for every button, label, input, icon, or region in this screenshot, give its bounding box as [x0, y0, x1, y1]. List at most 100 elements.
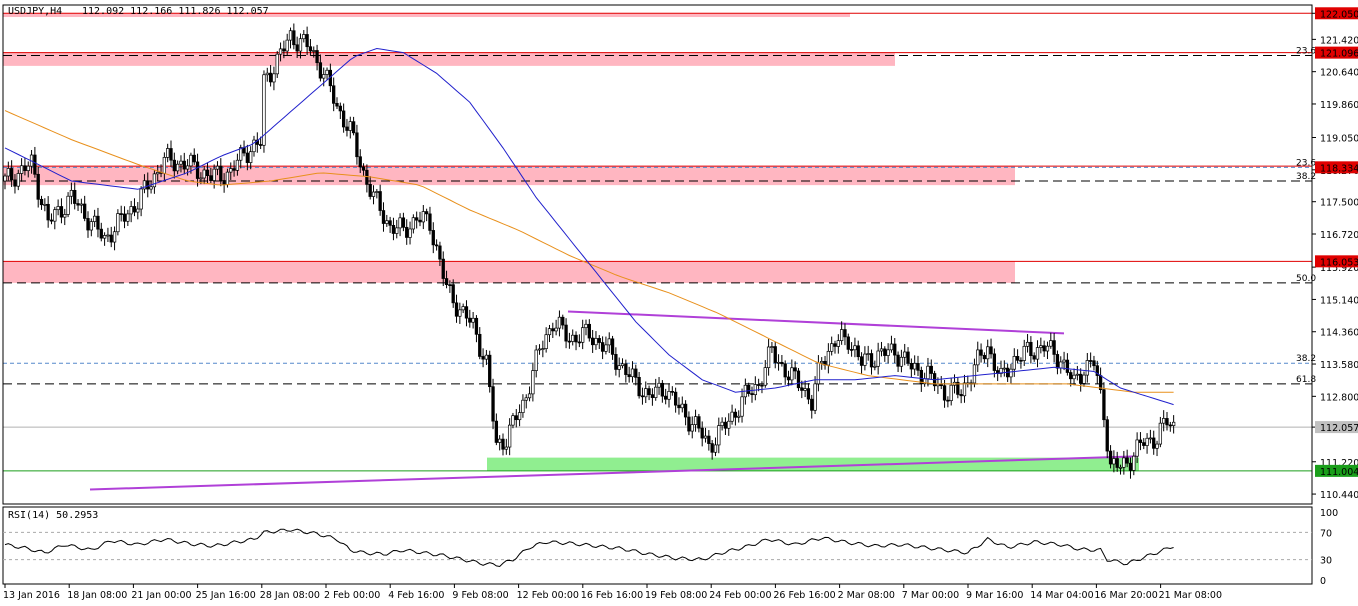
candle-body	[760, 384, 764, 387]
candle-body	[521, 399, 525, 413]
candle-body	[976, 349, 980, 366]
candle-body	[1019, 359, 1023, 362]
candle-body	[989, 346, 993, 355]
rsi-tick-label: 30	[1320, 556, 1332, 567]
candle-body	[634, 368, 638, 378]
candle-body	[820, 360, 824, 364]
candle-body	[707, 435, 711, 444]
candle-body	[913, 363, 917, 370]
candle-body	[906, 351, 910, 364]
candle-body	[96, 215, 100, 230]
candle-body	[1012, 356, 1016, 370]
candle-body	[245, 152, 250, 163]
candle-body	[604, 344, 608, 352]
candle-body	[979, 349, 983, 356]
price-level-badge-text: 116.053	[1320, 257, 1358, 268]
candle-body	[1115, 458, 1119, 468]
candle-body	[312, 50, 316, 52]
price-level-badge	[1315, 46, 1358, 59]
candle-body	[929, 365, 933, 374]
candle-body	[1135, 439, 1139, 457]
candle-body	[783, 363, 787, 378]
candle-body	[776, 361, 781, 364]
candle-body	[16, 173, 20, 187]
candle-body	[1142, 442, 1146, 446]
price-tick-label: 120.640	[1320, 68, 1358, 79]
candle-body	[584, 323, 588, 329]
candle-body	[534, 349, 538, 371]
candle-body	[946, 399, 950, 402]
candle-body	[796, 370, 801, 389]
resistance-zone	[3, 261, 1015, 283]
candle-body	[554, 327, 558, 332]
candle-body	[146, 180, 150, 190]
candle-body	[810, 398, 814, 411]
time-axis-label: 14 Mar 04:00	[1030, 590, 1093, 601]
time-axis-label: 16 Feb 16:00	[581, 590, 643, 601]
candle-body	[836, 340, 840, 347]
fib-label: 38.2	[1296, 354, 1316, 364]
candle-body	[640, 395, 645, 398]
candle-body	[212, 168, 216, 181]
price-tick-label: 113.580	[1320, 360, 1358, 371]
candle-body	[209, 175, 213, 181]
time-axis-label: 9 Feb 08:00	[452, 590, 508, 601]
candle-body	[76, 203, 80, 206]
rsi-panel-frame	[2, 506, 1313, 585]
candle-body	[750, 393, 754, 396]
candle-body	[1015, 356, 1020, 361]
candle-body	[899, 356, 904, 367]
candle-body	[747, 384, 751, 394]
candle-body	[139, 188, 143, 210]
candle-body	[942, 385, 947, 401]
candle-body	[332, 85, 336, 104]
candle-body	[610, 338, 615, 355]
candle-body	[56, 206, 60, 211]
candle-body	[826, 350, 831, 366]
candle-body	[737, 415, 741, 418]
moving-average-fast	[4, 47, 1174, 406]
candle-body	[683, 403, 688, 418]
candle-body	[92, 215, 97, 222]
candle-body	[1025, 341, 1030, 347]
candle-body	[1055, 354, 1060, 369]
time-axis-label: 24 Feb 00:00	[709, 590, 771, 601]
candle-body	[893, 343, 897, 356]
symbol-label: USDJPY,H4	[8, 6, 62, 17]
candle-body	[361, 166, 366, 171]
candle-body	[630, 368, 635, 378]
candle-body	[116, 213, 120, 233]
candle-body	[381, 210, 386, 224]
time-axis-label: 4 Feb 16:00	[388, 590, 444, 601]
candle-body	[1022, 345, 1026, 361]
candle-body	[275, 53, 279, 75]
candle-body	[1145, 437, 1149, 446]
candle-body	[547, 328, 552, 336]
candle-body	[1042, 345, 1046, 352]
candle-body	[338, 105, 342, 112]
candle-body	[926, 365, 930, 379]
candle-body	[1002, 367, 1006, 370]
candle-body	[365, 169, 369, 185]
candle-body	[371, 191, 376, 197]
rising-trendline	[89, 455, 1137, 491]
candle-body	[1085, 360, 1089, 376]
candle-body	[800, 387, 804, 391]
moving-averages-layer	[4, 47, 1174, 406]
candle-body	[1029, 341, 1033, 357]
candle-body	[335, 102, 339, 107]
candle-body	[252, 139, 256, 153]
fibonacci-lines-layer: 23.6 23.6 38.2 50.0 38.2 61.8	[3, 47, 1316, 428]
candle-body	[1079, 373, 1083, 384]
candle-body	[175, 163, 180, 172]
candle-body	[112, 231, 117, 243]
candle-body	[597, 338, 601, 343]
candle-body	[166, 148, 170, 158]
candle-body	[544, 334, 548, 349]
candle-body	[873, 365, 877, 368]
candle-body	[600, 342, 605, 352]
candle-body	[26, 165, 30, 171]
time-axis-label: 13 Jan 2016	[3, 590, 60, 601]
candle-body	[524, 397, 528, 401]
